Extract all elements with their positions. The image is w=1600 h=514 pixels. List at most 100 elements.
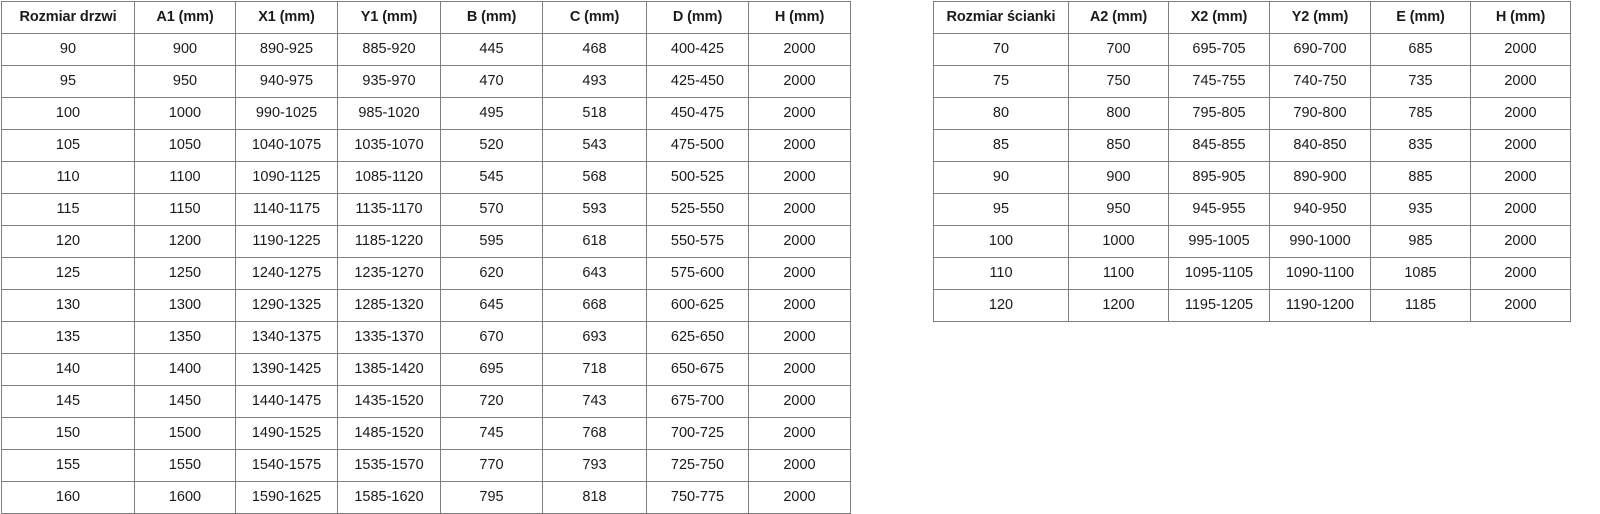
table-row: 105 1050 1040-1075 1035-1070 520 543 475-500 20…	[1, 129, 851, 162]
door-cell-r7-c6: 575-600	[646, 257, 749, 290]
wall-column-header-5: H (mm)	[1470, 1, 1571, 34]
door-cell-r8-c5: 668	[542, 289, 647, 322]
wall-cell-r7-c4: 1085	[1370, 257, 1471, 290]
wall-column-header-0: Rozmiar ścianki	[933, 1, 1069, 34]
door-cell-r9-c6: 625-650	[646, 321, 749, 354]
wall-cell-r0-c0: 70	[933, 33, 1069, 66]
door-cell-r1-c0: 95	[1, 65, 135, 98]
wall-cell-r2-c1: 800	[1068, 97, 1169, 130]
wall-cell-r7-c3: 1090-1100	[1269, 257, 1371, 290]
door-column-header-7: H (mm)	[748, 1, 851, 34]
wall-cell-r2-c3: 790-800	[1269, 97, 1371, 130]
wall-cell-r4-c5: 2000	[1470, 161, 1571, 194]
door-cell-r2-c2: 990-1025	[235, 97, 338, 130]
door-cell-r13-c5: 793	[542, 449, 647, 482]
door-cell-r3-c7: 2000	[748, 129, 851, 162]
door-cell-r9-c3: 1335-1370	[337, 321, 441, 354]
wall-cell-r0-c4: 685	[1370, 33, 1471, 66]
wall-cell-r3-c5: 2000	[1470, 129, 1571, 162]
door-cell-r12-c4: 745	[440, 417, 543, 450]
wall-cell-r4-c3: 890-900	[1269, 161, 1371, 194]
door-cell-r2-c3: 985-1020	[337, 97, 441, 130]
door-cell-r11-c4: 720	[440, 385, 543, 418]
table-row: 90 900 895-905 890-900 885 2000	[933, 161, 1571, 194]
wall-panel-size-table: Rozmiar ścianki A2 (mm) X2 (mm) Y2 (mm) E (m…	[933, 1, 1571, 322]
door-cell-r3-c2: 1040-1075	[235, 129, 338, 162]
door-cell-r0-c7: 2000	[748, 33, 851, 66]
door-cell-r11-c2: 1440-1475	[235, 385, 338, 418]
door-cell-r2-c4: 495	[440, 97, 543, 130]
door-cell-r12-c7: 2000	[748, 417, 851, 450]
door-cell-r10-c5: 718	[542, 353, 647, 386]
door-cell-r1-c2: 940-975	[235, 65, 338, 98]
wall-cell-r0-c2: 695-705	[1168, 33, 1270, 66]
wall-table-header: Rozmiar ścianki A2 (mm) X2 (mm) Y2 (mm) E (m…	[933, 1, 1571, 34]
door-cell-r5-c3: 1135-1170	[337, 193, 441, 226]
wall-cell-r2-c4: 785	[1370, 97, 1471, 130]
door-cell-r5-c0: 115	[1, 193, 135, 226]
wall-cell-r3-c2: 845-855	[1168, 129, 1270, 162]
door-column-header-1: A1 (mm)	[134, 1, 236, 34]
wall-cell-r1-c0: 75	[933, 65, 1069, 98]
door-cell-r10-c4: 695	[440, 353, 543, 386]
door-cell-r9-c1: 1350	[134, 321, 236, 354]
door-cell-r6-c5: 618	[542, 225, 647, 258]
door-cell-r7-c4: 620	[440, 257, 543, 290]
door-cell-r9-c7: 2000	[748, 321, 851, 354]
table-row: 155 1550 1540-1575 1535-1570 770 793 725-750 20…	[1, 449, 851, 482]
door-cell-r0-c5: 468	[542, 33, 647, 66]
table-header-row: Rozmiar ścianki A2 (mm) X2 (mm) Y2 (mm) E (m…	[933, 1, 1571, 34]
wall-cell-r5-c5: 2000	[1470, 193, 1571, 226]
door-cell-r14-c2: 1590-1625	[235, 481, 338, 514]
door-cell-r1-c1: 950	[134, 65, 236, 98]
door-cell-r11-c0: 145	[1, 385, 135, 418]
wall-cell-r8-c3: 1190-1200	[1269, 289, 1371, 322]
wall-table-body: 70 700 695-705 690-700 685 2000 75 750 745-755 74…	[933, 33, 1571, 322]
wall-cell-r1-c1: 750	[1068, 65, 1169, 98]
door-column-header-4: B (mm)	[440, 1, 543, 34]
wall-cell-r5-c2: 945-955	[1168, 193, 1270, 226]
door-cell-r13-c4: 770	[440, 449, 543, 482]
door-cell-r1-c6: 425-450	[646, 65, 749, 98]
wall-cell-r0-c5: 2000	[1470, 33, 1571, 66]
door-cell-r8-c1: 1300	[134, 289, 236, 322]
door-column-header-0: Rozmiar drzwi	[1, 1, 135, 34]
wall-cell-r6-c2: 995-1005	[1168, 225, 1270, 258]
door-cell-r10-c3: 1385-1420	[337, 353, 441, 386]
table-row: 135 1350 1340-1375 1335-1370 670 693 625-650 20…	[1, 321, 851, 354]
wall-cell-r4-c0: 90	[933, 161, 1069, 194]
door-table-body: 90 900 890-925 885-920 445 468 400-425 2000 95 95…	[1, 33, 851, 514]
door-cell-r11-c5: 743	[542, 385, 647, 418]
table-row: 145 1450 1440-1475 1435-1520 720 743 675-700 20…	[1, 385, 851, 418]
door-cell-r7-c2: 1240-1275	[235, 257, 338, 290]
door-cell-r3-c3: 1035-1070	[337, 129, 441, 162]
door-cell-r5-c1: 1150	[134, 193, 236, 226]
door-cell-r14-c5: 818	[542, 481, 647, 514]
door-size-table: Rozmiar drzwi A1 (mm) X1 (mm) Y1 (mm) B (mm)…	[1, 1, 851, 514]
door-cell-r9-c2: 1340-1375	[235, 321, 338, 354]
door-cell-r0-c2: 890-925	[235, 33, 338, 66]
table-row: 115 1150 1140-1175 1135-1170 570 593 525-550 20…	[1, 193, 851, 226]
wall-cell-r6-c0: 100	[933, 225, 1069, 258]
door-cell-r0-c3: 885-920	[337, 33, 441, 66]
table-row: 110 1100 1090-1125 1085-1120 545 568 500-525 20…	[1, 161, 851, 194]
door-cell-r12-c3: 1485-1520	[337, 417, 441, 450]
door-cell-r13-c1: 1550	[134, 449, 236, 482]
door-cell-r8-c0: 130	[1, 289, 135, 322]
door-cell-r12-c5: 768	[542, 417, 647, 450]
wall-cell-r1-c2: 745-755	[1168, 65, 1270, 98]
wall-cell-r4-c2: 895-905	[1168, 161, 1270, 194]
wall-cell-r8-c1: 1200	[1068, 289, 1169, 322]
door-cell-r10-c6: 650-675	[646, 353, 749, 386]
door-column-header-2: X1 (mm)	[235, 1, 338, 34]
wall-cell-r8-c0: 120	[933, 289, 1069, 322]
table-row: 150 1500 1490-1525 1485-1520 745 768 700-725 20…	[1, 417, 851, 450]
table-row: 110 1100 1095-1105 1090-1100 1085 2000	[933, 257, 1571, 290]
door-cell-r8-c4: 645	[440, 289, 543, 322]
table-row: 130 1300 1290-1325 1285-1320 645 668 600-625 20…	[1, 289, 851, 322]
wall-cell-r2-c2: 795-805	[1168, 97, 1270, 130]
wall-cell-r4-c1: 900	[1068, 161, 1169, 194]
door-cell-r13-c7: 2000	[748, 449, 851, 482]
door-cell-r9-c5: 693	[542, 321, 647, 354]
